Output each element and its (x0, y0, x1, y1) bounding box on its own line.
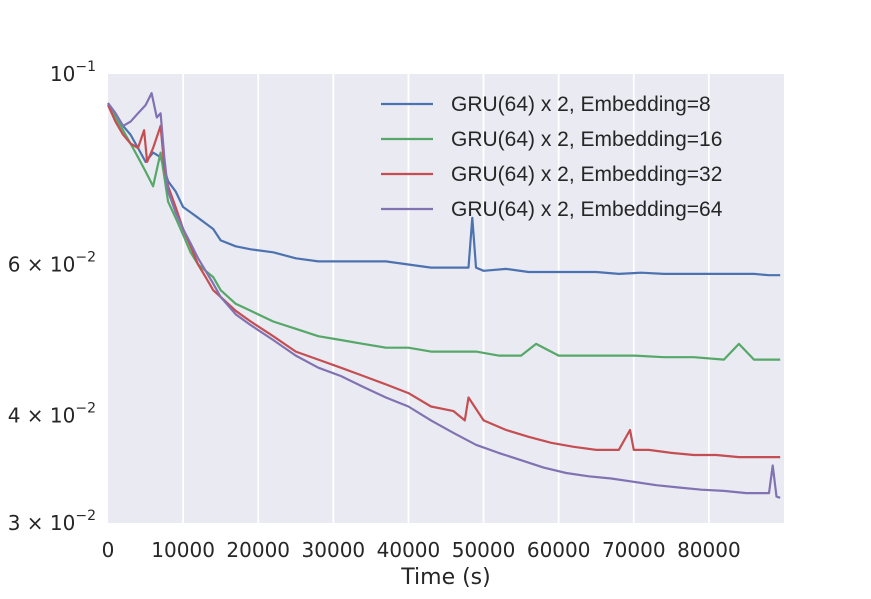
legend-label: GRU(64) x 2, Embedding=16 (451, 128, 722, 151)
legend-label: GRU(64) x 2, Embedding=32 (451, 163, 722, 186)
x-tick-label: 20000 (226, 538, 290, 562)
x-tick-label: 30000 (302, 538, 366, 562)
legend-label: GRU(64) x 2, Embedding=8 (451, 93, 711, 116)
y-tick-label: 4 × 10−2 (8, 401, 96, 428)
y-tick-labels: 10−1 6 × 10−2 4 × 10−2 3 × 10−2 (8, 59, 96, 535)
series-line-4 (107, 91, 781, 499)
x-tick-label: 10000 (151, 538, 215, 562)
x-axis-label: Time (s) (400, 565, 490, 590)
series-line-2 (107, 102, 781, 361)
legend: GRU(64) x 2, Embedding=8 GRU(64) x 2, Emb… (381, 93, 723, 221)
x-tick-label: 60000 (527, 538, 591, 562)
x-tick-label: 80000 (677, 538, 741, 562)
x-tick-label: 0 (102, 538, 115, 562)
series-line-3 (106, 104, 781, 459)
y-tick-label: 6 × 10−2 (8, 250, 96, 277)
x-tick-label: 40000 (377, 538, 441, 562)
series-lines (106, 91, 781, 499)
y-tick-label: 3 × 10−2 (8, 508, 96, 535)
y-tick-label: 10−1 (50, 59, 96, 86)
x-tick-label: 50000 (452, 538, 516, 562)
legend-label: GRU(64) x 2, Embedding=64 (451, 198, 723, 221)
x-tick-label: 70000 (602, 538, 666, 562)
x-tick-labels: 0 10000 20000 30000 40000 50000 60000 70000 8000… (102, 538, 741, 562)
